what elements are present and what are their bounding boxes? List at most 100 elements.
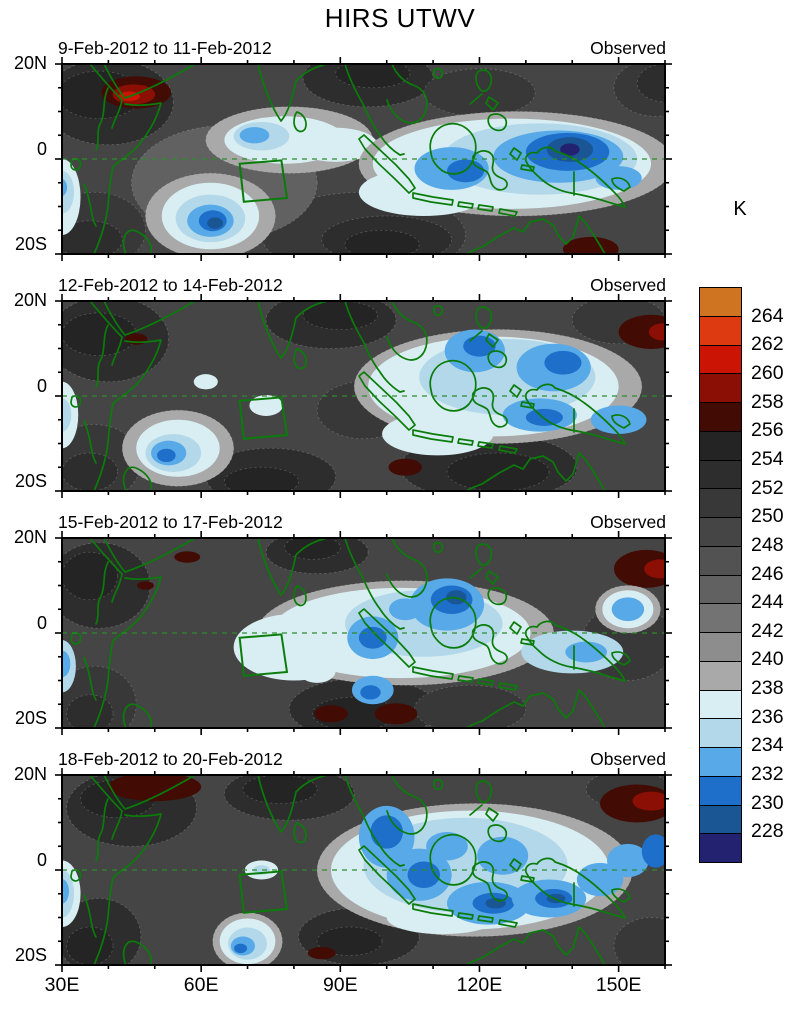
colorbar-value-label: 242 [751, 619, 784, 642]
y-tick-label: 0 [36, 376, 47, 396]
colorbar-segment [700, 459, 741, 489]
contour-blob [562, 236, 619, 254]
colorbar-value-label: 260 [751, 361, 784, 384]
colorbar-segment [700, 833, 741, 862]
study-region-box [238, 633, 289, 677]
colorbar-value-label: 258 [751, 390, 784, 413]
contour-blob [525, 408, 563, 426]
colorbar-value-label: 230 [751, 791, 784, 814]
panel-1-source-label: Observed [590, 38, 666, 58]
y-tick-label: 20N [13, 53, 47, 73]
contour-blob [125, 333, 148, 345]
contour-blob [66, 694, 114, 728]
contour-blob [423, 68, 536, 117]
panel-3-date-range: 15-Feb-2012 to 17-Feb-2012 [58, 512, 283, 532]
panel-2-date-range: 12-Feb-2012 to 14-Feb-2012 [58, 275, 283, 295]
contour-blob [544, 350, 582, 375]
contour-field-layer [62, 64, 665, 254]
colorbar-value-label: 264 [751, 304, 784, 327]
colorbar-value-label: 256 [751, 419, 784, 442]
study-region-box [238, 396, 289, 440]
y-tick-label: 20S [14, 708, 47, 728]
y-tick-label: 20N [13, 290, 47, 310]
contour-blob [644, 559, 665, 579]
contour-blob [648, 323, 665, 341]
colorbar-segment [700, 689, 741, 719]
contour-blob [335, 64, 411, 89]
y-tick-label: 0 [36, 139, 47, 159]
contour-blob [632, 791, 665, 811]
contour-blob [193, 374, 218, 390]
colorbar [699, 287, 742, 863]
contour-blob [174, 551, 201, 563]
colorbar-segment [700, 574, 741, 604]
colorbar-segment [700, 632, 741, 661]
contour-blob [374, 703, 418, 725]
contour-blob [477, 836, 529, 875]
contour-field-layer [62, 775, 665, 965]
contour-blob [316, 926, 383, 956]
contour-blob [618, 314, 665, 349]
x-tick-label: 60E [183, 974, 219, 996]
contour-blob [414, 684, 527, 728]
colorbar-segment [700, 718, 741, 747]
panel-3-subtitle: 15-Feb-2012 to 17-Feb-2012 Observed [58, 511, 666, 533]
contour-blob [576, 862, 624, 897]
contour-blob [137, 581, 154, 590]
contour-blob [613, 917, 665, 965]
colorbar-value-label: 250 [751, 505, 784, 528]
contour-blob [62, 398, 72, 432]
panel-2-subtitle: 12-Feb-2012 to 14-Feb-2012 Observed [58, 274, 666, 296]
contour-blob [307, 946, 336, 960]
contour-field-layer [62, 538, 665, 728]
panel-4-subtitle: 18-Feb-2012 to 20-Feb-2012 Observed [58, 748, 666, 770]
coastline-layer [70, 775, 631, 965]
colorbar-value-label: 228 [751, 820, 784, 843]
colorbar-value-label: 252 [751, 476, 784, 499]
contour-blob [223, 466, 299, 491]
y-tick-label: 20S [14, 234, 47, 254]
colorbar-value-label: 238 [751, 677, 784, 700]
panel-3-map [55, 531, 672, 735]
contour-blob [590, 405, 647, 434]
colorbar-value-label: 262 [751, 333, 784, 356]
contour-blob [611, 597, 645, 622]
x-tick-label: 30E [44, 974, 80, 996]
contour-blob [314, 705, 348, 723]
panel-1-date-range: 9-Feb-2012 to 11-Feb-2012 [58, 38, 272, 58]
colorbar-segment [700, 747, 741, 776]
y-tick-label: 20S [14, 471, 47, 491]
contour-blob [446, 452, 550, 491]
panel-4-map [55, 768, 672, 972]
figure-title: HIRS UTWV [324, 3, 476, 33]
contour-blob [108, 775, 202, 802]
contour-blob [157, 448, 176, 463]
panel-1-map [55, 57, 672, 261]
colorbar-segment [700, 804, 741, 834]
contour-blob [242, 775, 318, 804]
x-tick-label: 90E [322, 974, 358, 996]
colorbar-value-label: 232 [751, 763, 784, 786]
y-tick-label: 20S [14, 945, 47, 965]
contour-blob [344, 229, 420, 254]
contour-blob [389, 598, 422, 621]
contour-blob [388, 458, 422, 476]
contour-blob [360, 685, 381, 700]
panel-4-date-range: 18-Feb-2012 to 20-Feb-2012 [58, 749, 283, 769]
colorbar-segment [700, 488, 741, 517]
y-tick-label: 0 [36, 613, 47, 633]
colorbar-segment [700, 430, 741, 460]
contour-blob [234, 943, 248, 954]
panel-2-source-label: Observed [590, 275, 666, 295]
colorbar-unit: K [733, 198, 747, 220]
contour-blob [636, 64, 665, 103]
colorbar-segment [700, 517, 741, 546]
contour-blob [233, 614, 355, 681]
colorbar-value-label: 246 [751, 562, 784, 585]
contour-blob [565, 641, 608, 663]
panel-2-map [55, 294, 672, 498]
contour-blob [426, 832, 468, 861]
contour-blob [62, 178, 68, 197]
study-region-box [238, 159, 289, 203]
